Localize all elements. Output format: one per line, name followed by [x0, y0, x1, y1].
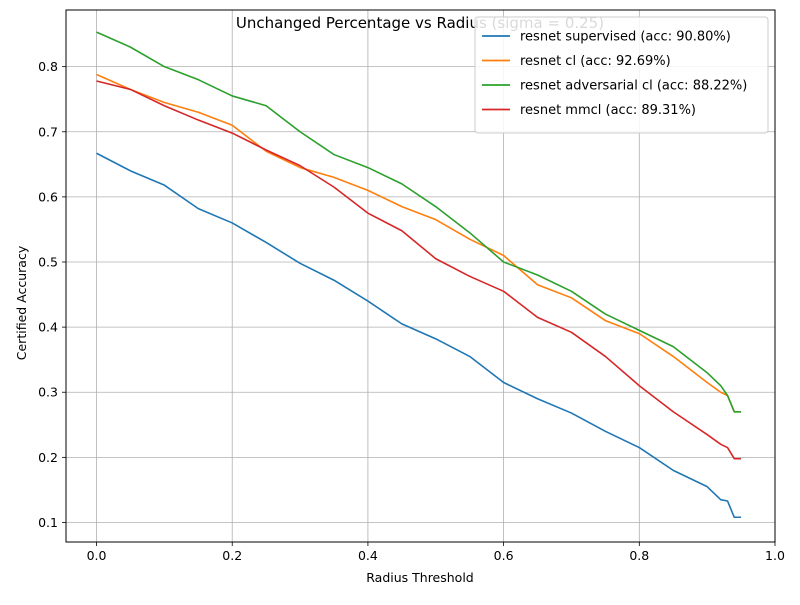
series-layer	[96, 31, 742, 519]
x-tick-label: 0.6	[494, 548, 514, 563]
y-tick-label: 0.4	[38, 320, 58, 335]
y-axis-label: Certified Accuracy	[14, 245, 29, 360]
y-tick-label: 0.2	[38, 450, 58, 465]
series-line-3	[96, 80, 742, 460]
y-tick-label: 0.7	[38, 124, 58, 139]
tick-layer: 0.0 0.2 0.4 0.6 0.8 1.0 0.1 0.2 0.3 0.4 0.5 0.6 0.7 0…	[38, 59, 785, 563]
y-tick-label: 0.1	[38, 515, 58, 530]
x-axis-label: Radius Threshold	[366, 570, 474, 585]
legend-box	[474, 16, 769, 134]
y-tick-label: 0.8	[38, 59, 58, 74]
x-tick-label: 0.2	[222, 548, 242, 563]
series-line-0	[96, 152, 742, 519]
legend-label: resnet adversarial cl (acc: 88.22%)	[520, 79, 747, 94]
x-tick-label: 0.8	[629, 548, 649, 563]
x-tick-label: 0.0	[87, 548, 107, 563]
legend-label: resnet mmcl (acc: 89.31%)	[520, 103, 696, 118]
series-line-1	[96, 73, 742, 413]
series-line-2	[96, 31, 742, 413]
legend-label: resnet cl (acc: 92.69%)	[520, 54, 671, 69]
legend: resnet supervised (acc: 90.80%) resnet cl…	[474, 16, 769, 134]
y-tick-label: 0.3	[38, 385, 58, 400]
legend-label: resnet supervised (acc: 90.80%)	[520, 30, 731, 45]
y-tick-label: 0.5	[38, 255, 58, 270]
plot-frame	[65, 9, 776, 543]
x-tick-label: 0.4	[358, 548, 378, 563]
x-tick-label: 1.0	[765, 548, 785, 563]
y-tick-label: 0.6	[38, 189, 58, 204]
